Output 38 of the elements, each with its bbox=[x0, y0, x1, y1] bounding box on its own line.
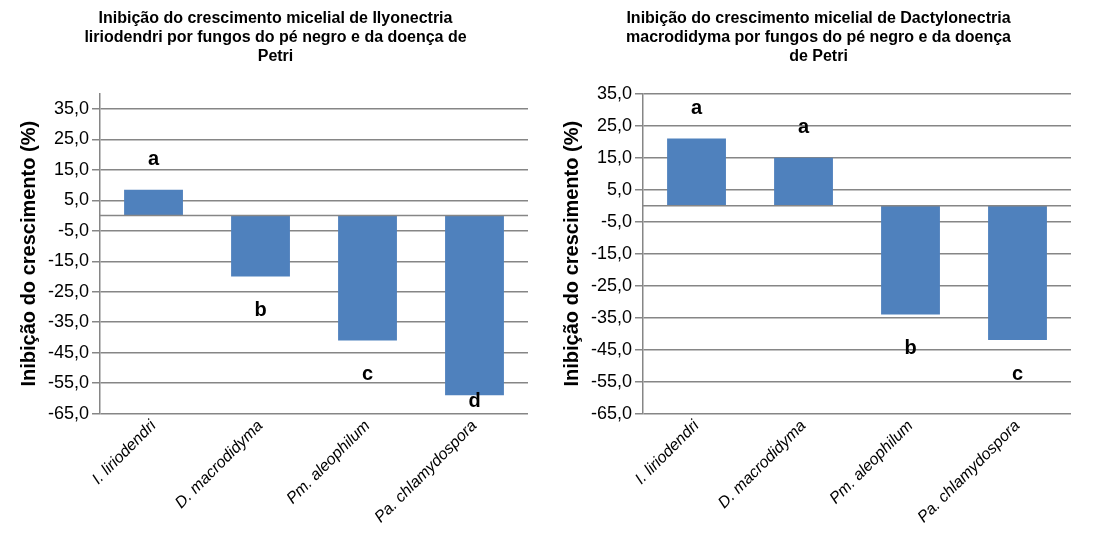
y-tick-label: -65,0 bbox=[591, 402, 633, 423]
y-tick-label: 25,0 bbox=[596, 114, 633, 135]
annotation: a bbox=[797, 115, 810, 138]
y-tick-label: -15,0 bbox=[48, 250, 90, 271]
annotation: a bbox=[690, 96, 703, 119]
annotation: b bbox=[904, 335, 917, 358]
y-tick-label: 5,0 bbox=[607, 178, 633, 199]
y-tick-label: -65,0 bbox=[48, 402, 90, 423]
chart-title: Inibição do crescimento micelial de Dactylonectria macrodidyma por fungos do pé negro e da doença de Petri bbox=[625, 8, 1012, 66]
y-axis-title: Inibição do crescimento (%) bbox=[559, 120, 582, 387]
y-tick-label: 15,0 bbox=[53, 158, 90, 179]
y-tick-label: 15,0 bbox=[596, 146, 633, 167]
y-tick-label: 35,0 bbox=[53, 98, 90, 118]
y-axis-title: Inibição do crescimento (%) bbox=[16, 120, 39, 387]
annotation: b bbox=[254, 298, 267, 321]
y-tick-label: -5,0 bbox=[58, 219, 90, 240]
y-tick-label: -55,0 bbox=[48, 372, 90, 393]
chart-title: Inibição do crescimento micelial de Ilyonectria liriodendri por fungos do pé negro e da doença de Petri bbox=[83, 8, 468, 66]
y-tick-label: 35,0 bbox=[596, 82, 633, 103]
annotation: a bbox=[147, 147, 160, 170]
y-tick-label: -25,0 bbox=[591, 274, 633, 295]
y-tick-label: -55,0 bbox=[591, 370, 633, 391]
y-tick-label: 5,0 bbox=[64, 189, 90, 210]
y-tick-label: 25,0 bbox=[53, 128, 90, 149]
bar bbox=[667, 138, 726, 206]
y-tick-label: -35,0 bbox=[48, 311, 90, 332]
y-tick-label: -5,0 bbox=[601, 210, 633, 231]
y-tick-label: -25,0 bbox=[48, 280, 90, 301]
y-tick-label: -15,0 bbox=[591, 242, 633, 263]
annotation: d bbox=[468, 389, 481, 412]
bar bbox=[774, 157, 833, 206]
bar bbox=[881, 205, 940, 315]
annotation: c bbox=[361, 362, 374, 384]
bar bbox=[988, 205, 1047, 341]
y-tick-label: -45,0 bbox=[591, 338, 633, 359]
annotation: c bbox=[1011, 361, 1024, 384]
y-tick-label: -45,0 bbox=[48, 341, 90, 362]
y-tick-label: -35,0 bbox=[591, 306, 633, 327]
